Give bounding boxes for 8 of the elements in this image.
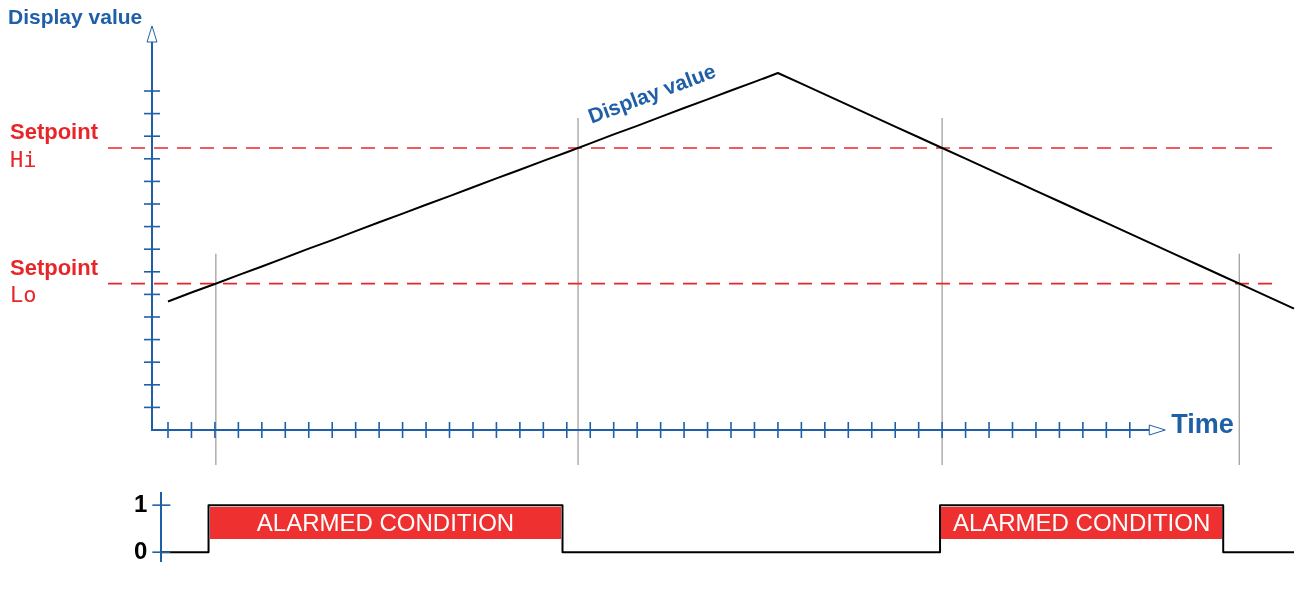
y-axis-title: Display value (8, 5, 143, 29)
label-box: ALARMED CONDITION (941, 506, 1223, 539)
y-tick-label: 0 (133, 536, 148, 564)
y-tick-label: 1 (133, 489, 148, 517)
ref-line-label: Setpoint Lo (10, 254, 99, 308)
x-axis-title: Time (1171, 409, 1234, 440)
ref-line-label: Setpoint Hi (10, 119, 99, 172)
label-box: ALARMED CONDITION (209, 506, 562, 539)
